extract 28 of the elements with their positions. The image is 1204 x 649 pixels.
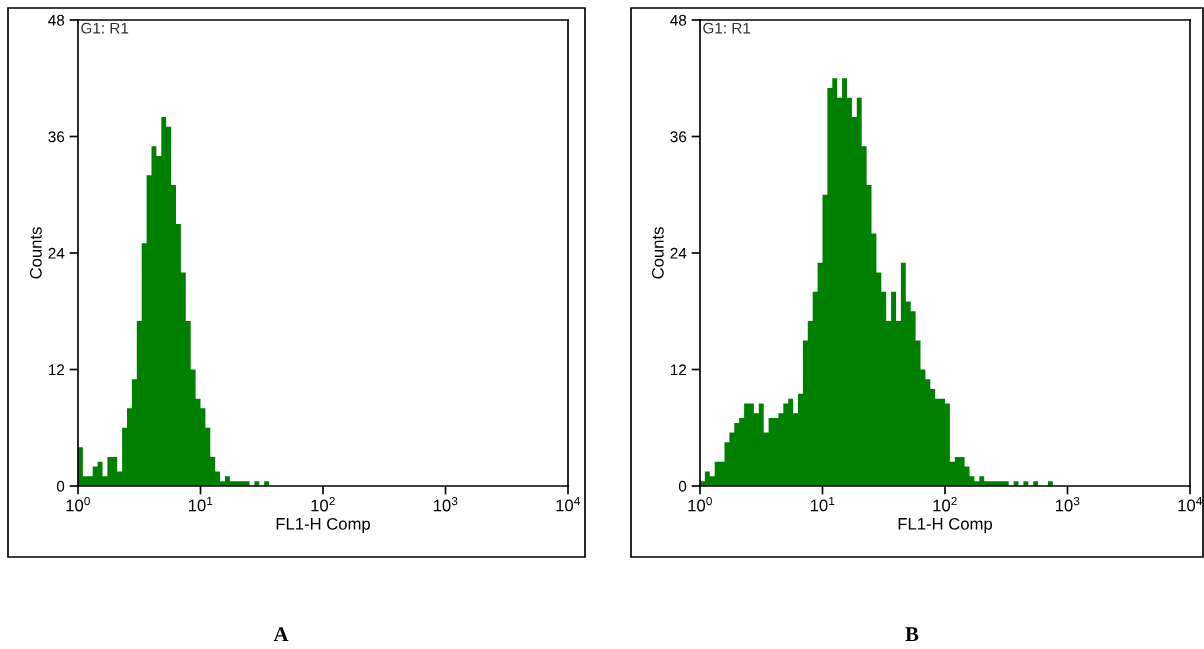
y-tick-label: 0 — [56, 480, 65, 492]
y-tick-label: 24 — [670, 247, 687, 259]
x-axis-title: FL1-H Comp — [898, 517, 992, 534]
x-tick-label: 10$^{1}$ — [810, 496, 835, 512]
x-axis-title: FL1-H Comp — [276, 517, 370, 534]
y-tick-label: 12 — [670, 364, 687, 376]
x-tick-label: 10$^{4}$ — [1178, 496, 1203, 512]
text: B — [905, 627, 919, 642]
x-tick-label: 10$^{2}$ — [311, 496, 335, 512]
text: A — [273, 627, 289, 642]
x-tick-label: 10$^{3}$ — [433, 496, 458, 512]
x-tick-label: 10$^{0}$ — [688, 496, 712, 512]
x-tick-label: 10$^{0}$ — [66, 496, 90, 512]
x-tick-label: 10$^{2}$ — [933, 496, 957, 512]
annotation: G1: R1 — [703, 22, 751, 34]
y-tick-label: 12 — [48, 364, 65, 376]
y-tick-label: 0 — [678, 480, 687, 492]
y-tick-label: 36 — [670, 131, 687, 143]
annotation: G1: R1 — [81, 22, 129, 34]
y-tick-label: 48 — [48, 14, 65, 26]
y-tick-label: 48 — [670, 14, 687, 26]
x-tick-label: 10$^{3}$ — [1055, 496, 1080, 512]
x-tick-label: 10$^{1}$ — [188, 496, 213, 512]
y-tick-label: 24 — [48, 247, 65, 259]
y-axis-title: Counts — [29, 227, 42, 279]
x-tick-label: 10$^{4}$ — [556, 496, 581, 512]
y-tick-label: 36 — [48, 131, 65, 143]
y-axis-title: Counts — [651, 227, 664, 279]
